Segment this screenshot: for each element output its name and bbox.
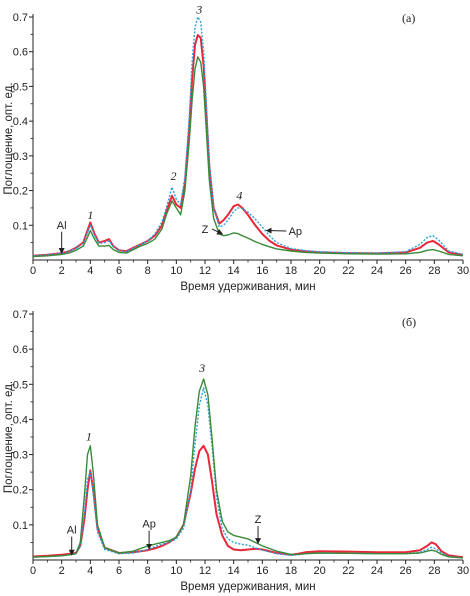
x-tick-label: 30: [457, 565, 469, 577]
y-tick-label: 0.2: [13, 186, 28, 198]
y-tick-label: 0.1: [13, 520, 28, 532]
x-tick-label: 12: [199, 265, 211, 277]
annotation-label: Z: [255, 514, 262, 526]
y-tick-label: 0.4: [13, 116, 28, 128]
x-tick-label: 24: [371, 565, 383, 577]
series-line-2: [32, 387, 464, 559]
y-tick-label: 0.7: [13, 309, 28, 321]
x-tick-label: 8: [145, 565, 151, 577]
x-tick-label: 14: [228, 565, 240, 577]
x-tick-label: 24: [371, 265, 383, 277]
annotation-label: Al: [67, 525, 77, 537]
x-tick-label: 26: [400, 265, 412, 277]
y-tick-label: 0.1: [13, 220, 28, 232]
series-line-2: [32, 16, 464, 257]
x-tick-label: 28: [428, 565, 440, 577]
x-tick-label: 14: [228, 265, 240, 277]
annotation-arrow: [211, 228, 224, 235]
peak-label: 1: [87, 208, 93, 222]
series-line-3: [32, 56, 464, 258]
x-tick-label: 4: [87, 265, 93, 277]
annotation-arrow: [265, 227, 287, 234]
series-line-1: [32, 34, 464, 257]
x-tick-label: 8: [145, 265, 151, 277]
series-line-3: [32, 378, 464, 559]
chart-panel-1: 0 2 4 6 8 10 12 14 16 18 20 22 24 26 28 300.10.20.30.40…: [3, 3, 469, 293]
x-tick-label: 12: [199, 565, 211, 577]
x-tick-label: 2: [59, 265, 65, 277]
annotation-label: Al: [57, 220, 67, 232]
y-tick-label: 0.5: [13, 81, 28, 93]
x-tick-label: 6: [116, 565, 122, 577]
peak-label: 3: [195, 3, 202, 17]
y-axis-title: Поглощение, опт. ед.: [3, 82, 15, 194]
peak-label: 4: [236, 188, 242, 202]
x-axis-title: Время удерживания, мин: [180, 581, 315, 593]
x-tick-label: 18: [285, 565, 297, 577]
x-tick-label: 6: [116, 265, 122, 277]
x-tick-label: 10: [170, 565, 182, 577]
x-tick-label: 0: [30, 565, 36, 577]
y-axis-title: Поглощение, опт. ед.: [3, 381, 15, 493]
y-tick-label: 0.7: [13, 12, 28, 24]
x-tick-label: 0: [30, 265, 36, 277]
peak-label: 3: [198, 361, 205, 375]
y-tick-label: 0.4: [13, 414, 28, 426]
y-tick-label: 0.6: [13, 47, 28, 59]
y-tick-label: 0.6: [13, 344, 28, 356]
annotation-label: Ap: [142, 519, 155, 531]
x-axis-title: Время удерживания, мин: [180, 281, 315, 293]
y-tick-label: 0.3: [13, 151, 28, 163]
x-tick-label: 26: [400, 565, 412, 577]
series-line-1: [32, 444, 464, 559]
x-tick-label: 2: [59, 565, 65, 577]
peak-label: 2: [170, 169, 176, 183]
x-tick-label: 30: [457, 265, 469, 277]
panel-label: (б): [402, 315, 416, 329]
x-tick-label: 20: [314, 565, 326, 577]
x-tick-label: 16: [256, 265, 268, 277]
annotation-label: Z: [202, 224, 209, 236]
x-tick-label: 22: [342, 565, 354, 577]
y-tick-label: 0.5: [13, 379, 28, 391]
x-tick-label: 4: [87, 565, 93, 577]
annotation-label: Ap: [289, 226, 302, 238]
x-tick-label: 10: [170, 265, 182, 277]
peak-label: 1: [86, 430, 92, 444]
x-tick-label: 20: [314, 265, 326, 277]
x-tick-label: 28: [428, 265, 440, 277]
panel-label: (а): [402, 11, 415, 25]
x-tick-label: 16: [256, 565, 268, 577]
x-tick-label: 22: [342, 265, 354, 277]
y-tick-label: 0.3: [13, 450, 28, 462]
x-tick-label: 18: [285, 265, 297, 277]
y-tick-label: 0.2: [13, 485, 28, 497]
chart-panel-2: 0 2 4 6 8 10 12 14 16 18 20 22 24 26 28 300.10.20.30.40…: [3, 309, 469, 593]
